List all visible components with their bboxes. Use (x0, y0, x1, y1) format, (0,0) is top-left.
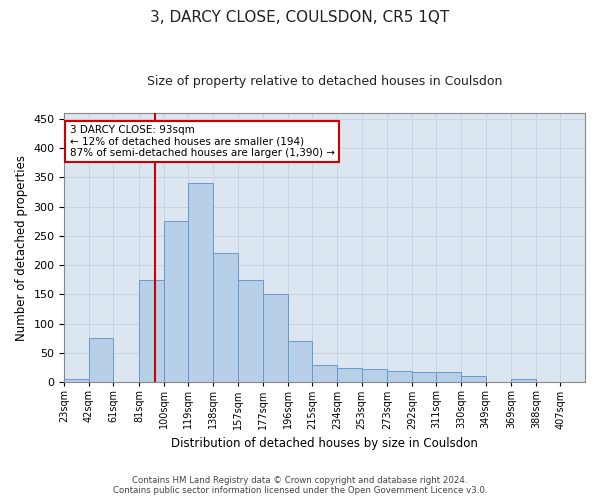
Bar (436, 372, 461, 382)
X-axis label: Distribution of detached houses by size in Coulsdon: Distribution of detached houses by size … (171, 437, 478, 450)
Bar (164, 221, 188, 382)
Bar (388, 370, 412, 382)
Bar (412, 372, 436, 382)
Bar (337, 368, 362, 382)
Bar (238, 280, 263, 382)
Bar (188, 183, 213, 382)
Text: 3 DARCY CLOSE: 93sqm
← 12% of detached houses are smaller (194)
87% of semi-deta: 3 DARCY CLOSE: 93sqm ← 12% of detached h… (70, 125, 335, 158)
Text: Contains HM Land Registry data © Crown copyright and database right 2024.
Contai: Contains HM Land Registry data © Crown c… (113, 476, 487, 495)
Bar (263, 294, 288, 382)
Text: 3, DARCY CLOSE, COULSDON, CR5 1QT: 3, DARCY CLOSE, COULSDON, CR5 1QT (151, 10, 449, 25)
Bar (213, 254, 238, 382)
Bar (511, 380, 536, 382)
Title: Size of property relative to detached houses in Coulsdon: Size of property relative to detached ho… (147, 75, 502, 88)
Bar (313, 365, 337, 382)
Bar (461, 376, 485, 382)
Bar (89, 338, 113, 382)
Bar (139, 280, 164, 382)
Bar (362, 370, 388, 382)
Bar (64, 380, 89, 382)
Y-axis label: Number of detached properties: Number of detached properties (15, 154, 28, 340)
Bar (288, 342, 313, 382)
